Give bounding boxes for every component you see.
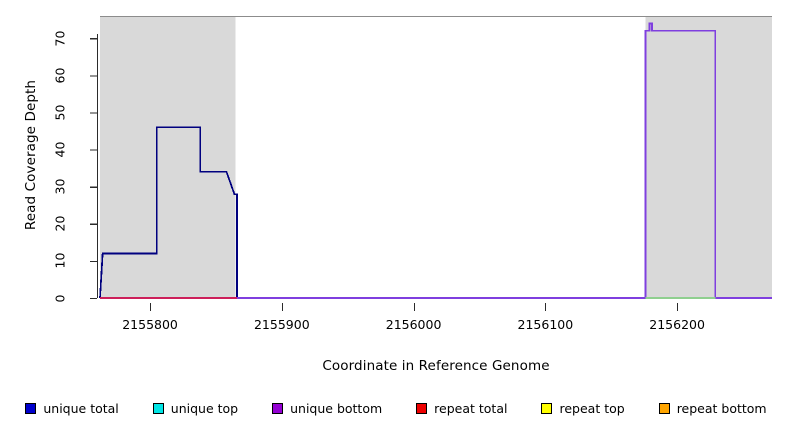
- x-tick-label: 2155900: [253, 317, 310, 332]
- series-line-unique-bottom: [100, 22, 772, 299]
- legend-entry-repeat-top: repeat top: [541, 400, 625, 416]
- y-axis-title: Read Coverage Depth: [23, 79, 39, 231]
- x-axis-ticks: [149, 303, 679, 311]
- y-tick-label: 20: [52, 215, 68, 232]
- legend-swatch-icon: [25, 402, 37, 414]
- data-series-layer: [99, 22, 772, 299]
- legend-label: unique top: [170, 400, 239, 416]
- legend-entry-unique-total: unique total: [25, 400, 119, 416]
- x-tick-label: 2156000: [385, 317, 442, 332]
- y-tick-label: 40: [52, 141, 68, 158]
- y-tick-label: 30: [52, 178, 68, 195]
- legend-entry-repeat-total: repeat total: [416, 402, 507, 415]
- legend-swatch-icon: [272, 402, 284, 414]
- legend-label: repeat top: [559, 400, 625, 416]
- legend-swatch-icon: [541, 402, 553, 414]
- legend-entry-repeat-bottom: repeat bottom: [658, 400, 767, 416]
- legend-swatch-icon: [416, 402, 428, 414]
- y-tick-label: 70: [52, 30, 68, 47]
- y-tick-label: 0: [52, 294, 68, 302]
- legend-label: repeat bottom: [676, 400, 767, 416]
- x-tick-label: 2156200: [649, 317, 705, 332]
- repeat-region-right: [645, 16, 772, 298]
- y-tick-label: 60: [52, 67, 68, 84]
- series-line-unique-total: [99, 126, 772, 299]
- x-tick-label: 2156100: [517, 317, 574, 332]
- x-tick-label: 2155800: [122, 317, 178, 332]
- legend-entry-unique-bottom: unique bottom: [272, 402, 382, 415]
- shaded-regions-layer: [100, 16, 772, 298]
- x-axis-title: Coordinate in Reference Genome: [322, 358, 550, 374]
- y-tick-label: 10: [52, 252, 68, 269]
- y-axis-ticks: [90, 38, 97, 300]
- legend-entry-unique-top: unique top: [152, 400, 239, 416]
- legend-label: unique bottom: [290, 400, 383, 416]
- repeat-region-left: [100, 16, 236, 298]
- legend-label: unique total: [43, 400, 119, 416]
- chart-legend: unique total unique top unique bottom repea…: [0, 398, 792, 418]
- legend-swatch-icon: [152, 402, 164, 414]
- legend-swatch-icon: [658, 402, 670, 414]
- y-tick-label: 50: [52, 104, 68, 121]
- legend-label: repeat total: [434, 400, 508, 416]
